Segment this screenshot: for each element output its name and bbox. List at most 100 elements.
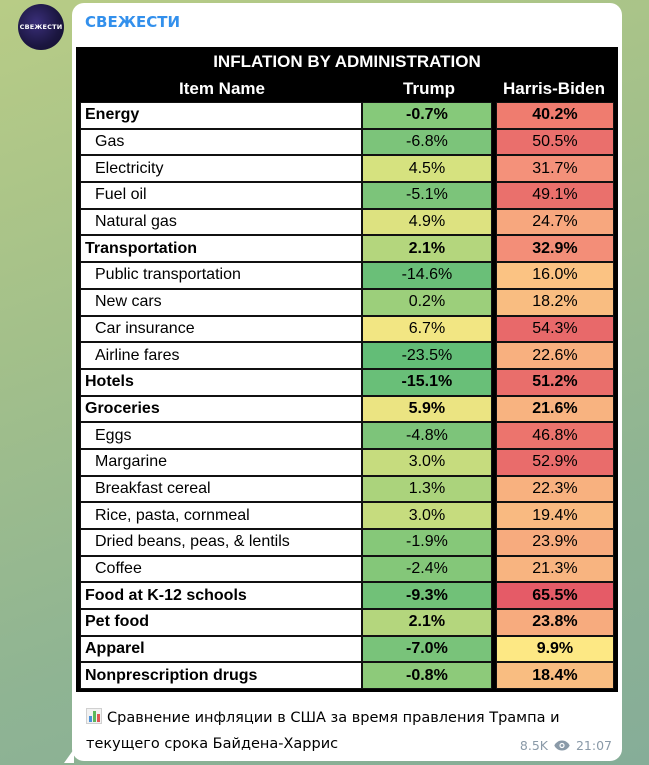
table-title: INFLATION BY ADMINISTRATION: [213, 52, 481, 71]
caption-line-1: Сравнение инфляции в США за время правле…: [107, 710, 560, 726]
message-meta: 8.5K 21:07: [520, 738, 612, 753]
trump-value-cell: 2.1%: [361, 235, 492, 263]
table-row: Food at K-12 schools -9.3% 65.5%: [80, 582, 614, 610]
trump-value-cell: 1.3%: [361, 475, 492, 503]
item-name-cell: Rice, pasta, cornmeal: [80, 502, 362, 529]
harris-biden-value-cell: 22.3%: [495, 475, 614, 503]
table-row: Car insurance 6.7% 54.3%: [80, 315, 614, 343]
table-row: Groceries 5.9% 21.6%: [80, 395, 614, 423]
column-gap: [491, 342, 496, 369]
header-item-name: Item Name: [179, 79, 265, 98]
trump-value-cell: -9.3%: [361, 582, 492, 610]
item-name-cell: Breakfast cereal: [80, 475, 362, 503]
column-gap: [491, 529, 496, 556]
header-harris-biden: Harris-Biden: [502, 79, 606, 98]
table-row: Hotels -15.1% 51.2%: [80, 368, 614, 396]
harris-biden-value-cell: 9.9%: [495, 635, 614, 663]
table-row: Public transportation -14.6% 16.0%: [80, 262, 614, 289]
table-row: Breakfast cereal 1.3% 22.3%: [80, 475, 614, 503]
header-trump: Trump: [403, 79, 455, 98]
column-gap: [491, 475, 496, 503]
inflation-table-image[interactable]: INFLATION BY ADMINISTRATION Item Name Tr…: [76, 47, 618, 692]
harris-biden-value-cell: 19.4%: [495, 502, 614, 529]
column-gap: [491, 182, 496, 209]
table-row: Electricity 4.5% 31.7%: [80, 155, 614, 183]
trump-value-cell: -23.5%: [361, 342, 492, 369]
item-name-cell: Public transportation: [80, 262, 362, 289]
trump-value-cell: -4.8%: [361, 422, 492, 449]
item-name-cell: Margarine: [80, 448, 362, 476]
item-name-cell: Nonprescription drugs: [80, 662, 362, 690]
item-name-cell: Apparel: [80, 635, 362, 663]
harris-biden-value-cell: 46.8%: [495, 422, 614, 449]
trump-value-cell: 3.0%: [361, 448, 492, 476]
table-row: Eggs -4.8% 46.8%: [80, 422, 614, 449]
harris-biden-value-cell: 51.2%: [495, 368, 614, 396]
column-gap: [491, 235, 496, 263]
harris-biden-value-cell: 16.0%: [495, 262, 614, 289]
item-name-cell: Groceries: [80, 395, 362, 423]
column-gap: [491, 368, 496, 396]
column-gap: [491, 582, 496, 610]
harris-biden-value-cell: 23.9%: [495, 529, 614, 556]
column-gap: [491, 315, 496, 343]
harris-biden-value-cell: 18.4%: [495, 662, 614, 690]
column-gap: [491, 155, 496, 183]
channel-name[interactable]: СВЕЖЕСТИ: [85, 13, 181, 31]
item-name-cell: Food at K-12 schools: [80, 582, 362, 610]
table-row: Energy -0.7% 40.2%: [80, 102, 614, 129]
column-gap: [491, 502, 496, 529]
table-row: Fuel oil -5.1% 49.1%: [80, 182, 614, 209]
table-row: Nonprescription drugs -0.8% 18.4%: [80, 662, 614, 690]
item-name-cell: Airline fares: [80, 342, 362, 369]
column-gap: [491, 448, 496, 476]
table-row: Transportation 2.1% 32.9%: [80, 235, 614, 263]
column-gap: [491, 288, 496, 316]
harris-biden-value-cell: 32.9%: [495, 235, 614, 263]
trump-value-cell: -15.1%: [361, 368, 492, 396]
trump-value-cell: -1.9%: [361, 529, 492, 556]
column-gap: [491, 422, 496, 449]
trump-value-cell: -5.1%: [361, 182, 492, 209]
table-row: New cars 0.2% 18.2%: [80, 288, 614, 316]
harris-biden-value-cell: 24.7%: [495, 208, 614, 236]
trump-value-cell: -6.8%: [361, 128, 492, 156]
item-name-cell: Pet food: [80, 609, 362, 636]
item-name-cell: Gas: [80, 128, 362, 156]
table-header: Item Name Trump Harris-Biden: [80, 75, 614, 102]
bar-chart-icon: [86, 708, 102, 724]
trump-value-cell: 4.9%: [361, 208, 492, 236]
column-gap: [491, 395, 496, 423]
bubble-tail: [64, 749, 74, 763]
table-row: Dried beans, peas, & lentils -1.9% 23.9%: [80, 529, 614, 556]
column-gap: [491, 662, 496, 690]
harris-biden-value-cell: 22.6%: [495, 342, 614, 369]
trump-value-cell: 6.7%: [361, 315, 492, 343]
item-name-cell: Eggs: [80, 422, 362, 449]
column-gap: [491, 609, 496, 636]
item-name-cell: Fuel oil: [80, 182, 362, 209]
item-name-cell: Dried beans, peas, & lentils: [80, 529, 362, 556]
item-name-cell: New cars: [80, 288, 362, 316]
harris-biden-value-cell: 54.3%: [495, 315, 614, 343]
trump-value-cell: 0.2%: [361, 288, 492, 316]
channel-avatar[interactable]: СВЕЖЕСТИ: [18, 4, 64, 50]
item-name-cell: Car insurance: [80, 315, 362, 343]
caption-line-2: текущего срока Байдена-Харрис: [86, 736, 339, 752]
item-name-cell: Electricity: [80, 155, 362, 183]
harris-biden-value-cell: 21.3%: [495, 555, 614, 583]
column-gap: [491, 635, 496, 663]
table-row: Rice, pasta, cornmeal 3.0% 19.4%: [80, 502, 614, 529]
table-row: Margarine 3.0% 52.9%: [80, 448, 614, 476]
trump-value-cell: 4.5%: [361, 155, 492, 183]
harris-biden-value-cell: 23.8%: [495, 609, 614, 636]
table-row: Gas -6.8% 50.5%: [80, 128, 614, 156]
harris-biden-value-cell: 40.2%: [495, 102, 614, 129]
trump-value-cell: 5.9%: [361, 395, 492, 423]
avatar-label: СВЕЖЕСТИ: [19, 23, 63, 31]
column-gap: [491, 128, 496, 156]
column-gap: [491, 262, 496, 289]
table-row: Pet food 2.1% 23.8%: [80, 609, 614, 636]
harris-biden-value-cell: 49.1%: [495, 182, 614, 209]
table-row: Natural gas 4.9% 24.7%: [80, 208, 614, 236]
